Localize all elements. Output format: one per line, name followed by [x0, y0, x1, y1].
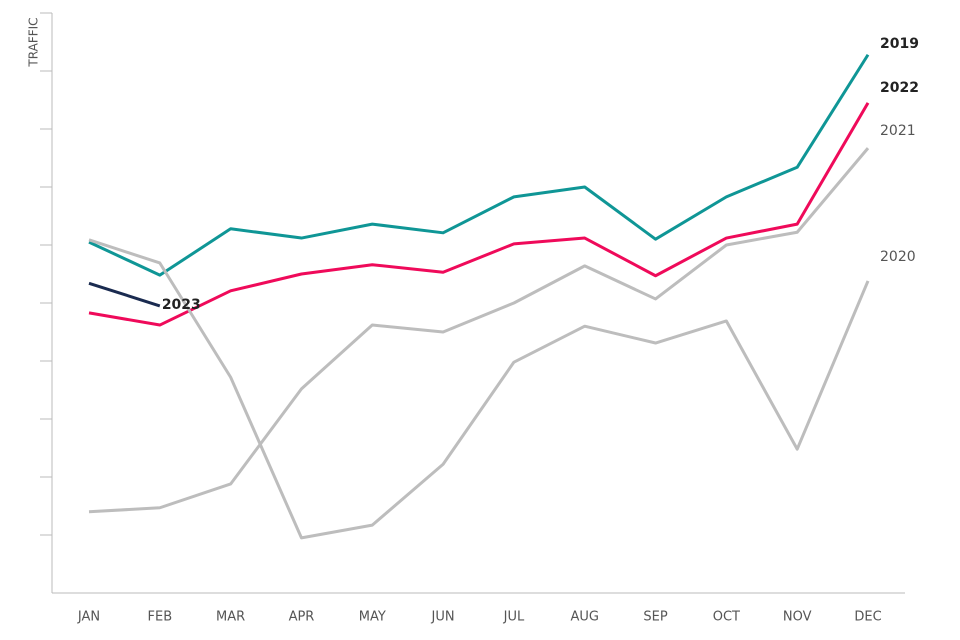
y-axis-title: TRAFFIC [27, 17, 41, 67]
x-tick-label: JUN [431, 610, 455, 625]
series-label: 2021 [880, 123, 916, 139]
line-series [88, 53, 870, 277]
x-tick-label: MAY [359, 610, 386, 625]
series-label: 2022 [880, 80, 919, 96]
series-label: 2020 [880, 249, 916, 265]
x-tick-label: APR [289, 610, 315, 625]
line-series [88, 238, 870, 540]
x-tick-label: JUL [503, 610, 525, 625]
x-tick-label: JAN [77, 610, 100, 625]
x-tick-label: NOV [783, 610, 812, 625]
x-tick-label: FEB [148, 610, 173, 625]
line-series [88, 281, 161, 308]
line-series [88, 147, 870, 514]
x-tick-label: MAR [216, 610, 245, 625]
x-tick-label: AUG [570, 610, 598, 625]
line-series [88, 102, 870, 327]
series-label: 2023 [162, 297, 201, 313]
series-label: 2019 [880, 36, 919, 52]
x-tick-label: OCT [713, 610, 740, 625]
x-tick-label: SEP [643, 610, 667, 625]
x-tick-label: DEC [854, 610, 881, 625]
